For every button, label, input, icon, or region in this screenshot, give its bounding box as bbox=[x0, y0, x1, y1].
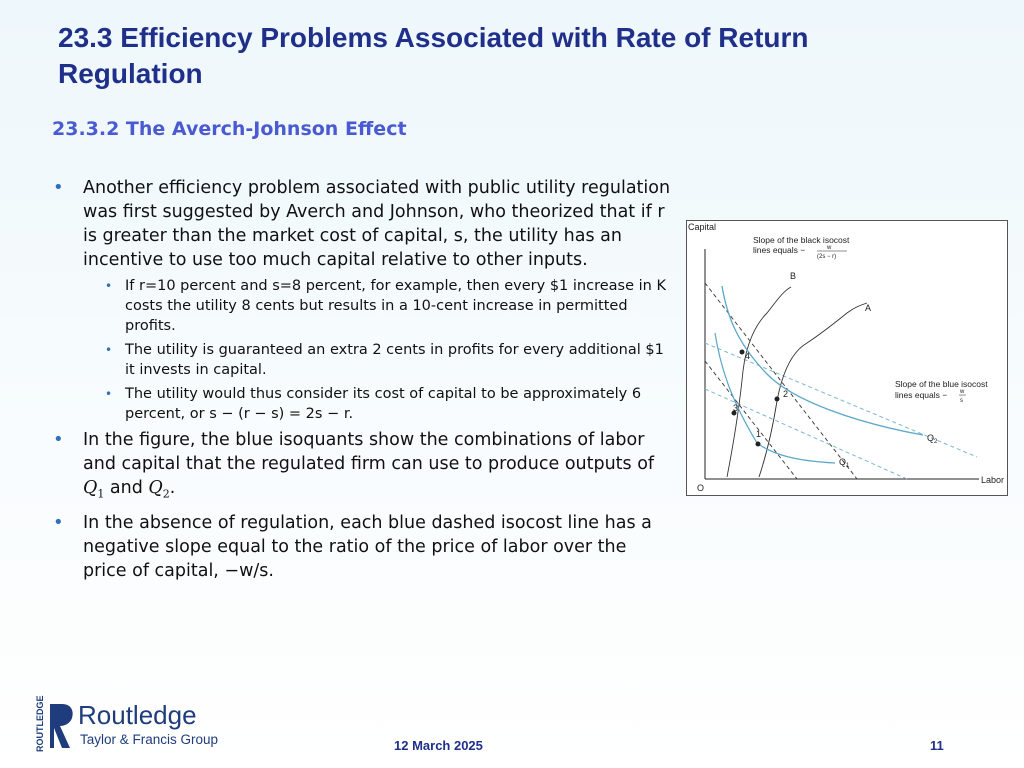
point-1 bbox=[755, 441, 761, 447]
point-1-label: 1 bbox=[756, 429, 761, 439]
averch-johnson-figure: Capital Labor O 1 2 3 4 A B Q1 Q2 Slope … bbox=[686, 220, 1008, 496]
point-2-label: 2 bbox=[783, 389, 788, 399]
slide-title: 23.3 Efficiency Problems Associated with… bbox=[58, 22, 809, 89]
sub-bullet-3: The utility would thus consider its cost… bbox=[105, 384, 672, 424]
bullet-1: Another efficiency problem associated wi… bbox=[50, 176, 672, 272]
page-number: 11 bbox=[930, 738, 944, 753]
blue-slope-num: w bbox=[959, 389, 965, 395]
sub-bullet-2: The utility is guaranteed an extra 2 cen… bbox=[105, 340, 672, 380]
point-4-label: 4 bbox=[745, 351, 750, 361]
black-slope-num: w bbox=[826, 245, 832, 251]
blue-isocost-note-line-1: Slope of the blue isocost bbox=[895, 379, 988, 389]
point-4 bbox=[739, 349, 745, 355]
blue-slope-den: s bbox=[960, 398, 963, 404]
black-isocost-note-line-2: lines equals − bbox=[753, 245, 805, 255]
bullet-2-and: and bbox=[104, 478, 149, 498]
bullet-2: In the figure, the blue isoquants show t… bbox=[50, 428, 672, 507]
black-isocost-note-line-1: Slope of the black isocost bbox=[753, 235, 850, 245]
sub-bullet-1: If r=10 percent and s=8 percent, for exa… bbox=[105, 276, 672, 336]
footer-date: 12 March 2025 bbox=[394, 738, 483, 753]
point-3 bbox=[731, 410, 737, 416]
q1-symbol: Q1 bbox=[83, 478, 105, 501]
slide-subtitle: 23.3.2 The Averch-Johnson Effect bbox=[52, 118, 407, 140]
black-slope-den: (2s − r) bbox=[817, 254, 836, 260]
expansion-path-b-label: B bbox=[790, 271, 796, 281]
point-2 bbox=[774, 396, 780, 402]
expansion-path-b bbox=[726, 286, 792, 478]
routledge-logo: ROUTLEDGE Routledge Taylor & Francis Gro… bbox=[34, 695, 224, 754]
bullet-3: In the absence of regulation, each blue … bbox=[50, 511, 672, 583]
expansion-path-a-label: A bbox=[865, 303, 871, 313]
bullet-2-text: In the figure, the blue isoquants show t… bbox=[83, 430, 655, 474]
black-isocost-line-2 bbox=[704, 360, 798, 480]
isoquant-q1-label: Q1 bbox=[839, 457, 850, 469]
blue-isocost-line-2 bbox=[704, 388, 908, 480]
slide-content: Another efficiency problem associated wi… bbox=[50, 176, 672, 587]
routledge-r-icon bbox=[50, 704, 73, 748]
black-isocost-line-1 bbox=[704, 282, 858, 480]
sub-bullet-list: If r=10 percent and s=8 percent, for exa… bbox=[50, 276, 672, 424]
origin-label: O bbox=[697, 483, 704, 493]
publisher-group: Taylor & Francis Group bbox=[80, 732, 219, 747]
bullet-2-end: . bbox=[169, 478, 176, 498]
q2-symbol: Q2 bbox=[148, 478, 170, 501]
x-axis-label: Labor bbox=[981, 475, 1004, 485]
expansion-path-a bbox=[758, 302, 868, 478]
figure-svg: Capital Labor O 1 2 3 4 A B Q1 Q2 Slope … bbox=[688, 222, 1004, 493]
y-axis-label: Capital bbox=[688, 222, 716, 232]
publisher-name: Routledge bbox=[78, 700, 197, 730]
point-3-label: 3 bbox=[733, 403, 738, 413]
isoquant-q2 bbox=[721, 285, 924, 436]
blue-isocost-note-line-2: lines equals − bbox=[895, 390, 947, 400]
isoquant-q2-label: Q2 bbox=[927, 433, 938, 445]
blue-isocost-line-1 bbox=[704, 342, 978, 458]
